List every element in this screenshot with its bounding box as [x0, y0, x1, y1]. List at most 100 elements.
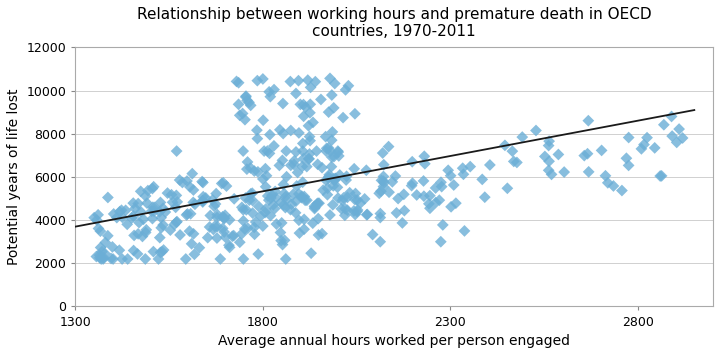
Point [204, 224, 215, 230]
Point [128, 233, 140, 238]
Point [252, 169, 264, 175]
Point [148, 249, 159, 255]
Point [202, 235, 213, 240]
Point [162, 190, 174, 196]
Point [671, 140, 683, 145]
Point [239, 226, 251, 232]
Point [210, 201, 221, 207]
Point [291, 183, 302, 189]
Point [107, 256, 119, 262]
Point [307, 220, 318, 226]
Point [122, 222, 133, 227]
Point [334, 172, 346, 178]
Point [435, 239, 446, 245]
Point [147, 204, 158, 210]
Point [608, 183, 619, 189]
Point [89, 215, 100, 220]
Point [290, 91, 302, 96]
Point [292, 170, 303, 175]
Point [224, 245, 235, 250]
Point [238, 148, 249, 154]
Point [328, 178, 340, 184]
Point [91, 217, 102, 223]
Point [240, 94, 251, 100]
Point [649, 145, 660, 151]
Point [266, 192, 278, 198]
Point [102, 195, 114, 200]
Point [327, 202, 338, 208]
Point [242, 159, 253, 165]
Point [276, 242, 288, 247]
Point [156, 225, 167, 231]
Point [264, 89, 275, 95]
Point [600, 173, 611, 179]
Point [530, 128, 541, 133]
Point [135, 189, 146, 194]
Point [269, 206, 281, 211]
Point [236, 204, 248, 210]
Point [316, 231, 328, 236]
Point [324, 212, 336, 218]
Point [216, 181, 228, 186]
Point [274, 127, 286, 133]
Point [251, 78, 263, 83]
Point [149, 204, 161, 210]
Point [274, 163, 285, 168]
Point [673, 126, 685, 132]
Point [318, 187, 329, 193]
Point [264, 151, 275, 156]
Point [241, 98, 253, 103]
Point [249, 231, 261, 237]
Point [263, 197, 274, 203]
Point [223, 242, 235, 248]
Point [301, 164, 312, 169]
Point [269, 189, 281, 194]
Point [107, 244, 118, 250]
Point [328, 176, 339, 182]
Point [233, 80, 244, 86]
Point [293, 78, 305, 83]
Point [339, 213, 351, 218]
Point [224, 217, 235, 223]
Point [313, 200, 325, 206]
Point [392, 196, 404, 201]
Point [147, 216, 158, 222]
Point [157, 222, 168, 228]
Point [245, 103, 256, 108]
Point [375, 189, 387, 194]
Point [176, 180, 188, 185]
Point [320, 148, 332, 154]
Point [297, 156, 309, 162]
Point [332, 185, 343, 190]
Point [248, 224, 260, 230]
Point [328, 154, 340, 159]
Point [349, 197, 361, 202]
Point [374, 215, 386, 220]
Point [325, 148, 336, 154]
Point [135, 209, 147, 215]
Point [160, 209, 171, 215]
Point [220, 212, 231, 218]
Point [304, 134, 315, 140]
Point [194, 245, 205, 251]
Point [187, 200, 199, 205]
Point [211, 235, 222, 241]
Point [312, 232, 324, 238]
Point [281, 148, 292, 154]
Point [238, 207, 249, 213]
Point [430, 185, 441, 191]
Point [253, 251, 264, 257]
Point [326, 154, 338, 160]
Point [582, 151, 593, 157]
Point [171, 219, 182, 225]
Point [351, 209, 363, 214]
Point [275, 230, 287, 235]
Point [309, 203, 320, 209]
Point [237, 111, 248, 116]
Point [94, 228, 106, 234]
Point [208, 203, 220, 209]
Point [246, 190, 258, 196]
Point [258, 148, 270, 154]
Point [546, 171, 557, 177]
Point [341, 177, 352, 183]
